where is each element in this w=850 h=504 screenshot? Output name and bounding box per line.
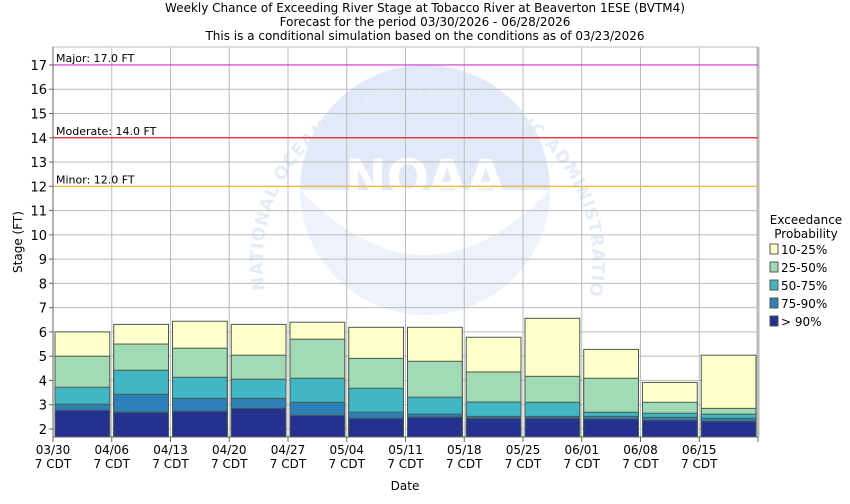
legend: Exceedance Probability 10-25% 25-50% 50-75…: [769, 213, 842, 329]
legend-label: 75-90%: [781, 297, 827, 311]
x-tick-sublabel: 7 CDT: [329, 457, 366, 471]
thresholds: Major: 17.0 FT Moderate: 14.0 FT Minor: 12…: [53, 52, 758, 187]
legend-label: 25-50%: [781, 261, 827, 275]
x-tick-sublabel: 7 CDT: [505, 457, 542, 471]
y-axis-label: Stage (FT): [11, 211, 25, 273]
y-tick-label: 7: [39, 302, 47, 317]
y-tick-label: 3: [39, 399, 47, 414]
x-tick-sublabel: 7 CDT: [681, 457, 718, 471]
legend-swatch: [769, 315, 779, 327]
x-tick-sublabel: 7 CDT: [622, 457, 659, 471]
y-tick-label: 14: [30, 132, 47, 147]
x-tick-label: 04/06: [94, 443, 129, 457]
threshold-label: Major: 17.0 FT: [56, 52, 135, 65]
y-tick-label: 8: [39, 277, 47, 292]
y-tick-label: 17: [30, 59, 47, 74]
y-tick-label: 9: [39, 253, 47, 268]
x-tick-sublabel: 7 CDT: [446, 457, 483, 471]
y-tick-label: 11: [30, 205, 47, 220]
x-tick-sublabel: 7 CDT: [387, 457, 424, 471]
x-tick-label: 05/25: [506, 443, 541, 457]
x-tick-label: 06/08: [623, 443, 658, 457]
x-axis-label: Date: [391, 479, 420, 493]
x-tick-label: 05/04: [329, 443, 364, 457]
legend-label: 10-25%: [781, 243, 827, 257]
bar-90-04-20: [230, 407, 287, 438]
bar-90-06-15: [700, 420, 757, 438]
bar-90-06-01: [583, 418, 639, 438]
x-tick-sublabel: 7 CDT: [152, 457, 189, 471]
bar-90-04-27: [289, 414, 346, 438]
noaa-logo-wave: [300, 190, 550, 315]
y-tick-label: 2: [39, 423, 47, 438]
chart-title: Weekly Chance of Exceeding River Stage a…: [165, 1, 685, 15]
bar-90-03-30: [54, 409, 111, 438]
y-tick-label: 10: [30, 229, 47, 244]
legend-swatch: [769, 261, 779, 273]
legend-label: > 90%: [781, 315, 822, 329]
grid: [52, 46, 760, 438]
bar-90-05-11: [407, 416, 463, 438]
x-tick-label: 05/11: [388, 443, 423, 457]
bar-90-06-08: [642, 419, 698, 438]
x-tick-label: 06/15: [682, 443, 717, 457]
x-tick-label: 03/30: [36, 443, 71, 457]
legend-label: 50-75%: [781, 279, 827, 293]
legend-title-2: Probability: [774, 227, 837, 241]
x-tick-label: 04/20: [212, 443, 247, 457]
threshold-label: Minor: 12.0 FT: [56, 173, 135, 186]
x-tick-sublabel: 7 CDT: [94, 457, 131, 471]
legend-swatch: [769, 243, 779, 255]
x-tick-sublabel: 7 CDT: [564, 457, 601, 471]
watermark-text: NOAA: [345, 149, 506, 207]
legend-swatch: [769, 279, 779, 291]
y-tick-label: 15: [30, 107, 47, 122]
x-tick-label: 05/18: [447, 443, 482, 457]
y-tick-label: 6: [39, 326, 47, 341]
bars: [54, 317, 757, 438]
bar-90-04-06: [113, 411, 169, 438]
bar-90-05-25: [524, 417, 581, 438]
y-tick-label: 12: [30, 180, 47, 195]
chart-subtitle-2: This is a conditional simulation based o…: [204, 29, 644, 43]
x-tick-label: 06/01: [564, 443, 599, 457]
bar-90-05-04: [348, 417, 404, 438]
y-tick-label: 5: [39, 350, 47, 365]
noaa-logo-shape: [300, 65, 550, 190]
bar-90-05-18: [465, 417, 522, 438]
x-tick-sublabel: 7 CDT: [270, 457, 307, 471]
bar-90-04-13: [172, 410, 228, 438]
x-tick-sublabel: 7 CDT: [211, 457, 248, 471]
legend-swatch: [769, 297, 779, 309]
x-tick-label: 04/13: [153, 443, 188, 457]
threshold-label: Moderate: 14.0 FT: [56, 125, 157, 138]
x-tick-label: 04/27: [271, 443, 306, 457]
x-tick-sublabel: 7 CDT: [35, 457, 72, 471]
chart-subtitle: Forecast for the period 03/30/2026 - 06/…: [280, 15, 571, 29]
y-tick-label: 13: [30, 156, 47, 171]
y-tick-label: 16: [30, 83, 47, 98]
y-tick-label: 4: [39, 374, 47, 389]
legend-title: Exceedance: [770, 213, 842, 227]
